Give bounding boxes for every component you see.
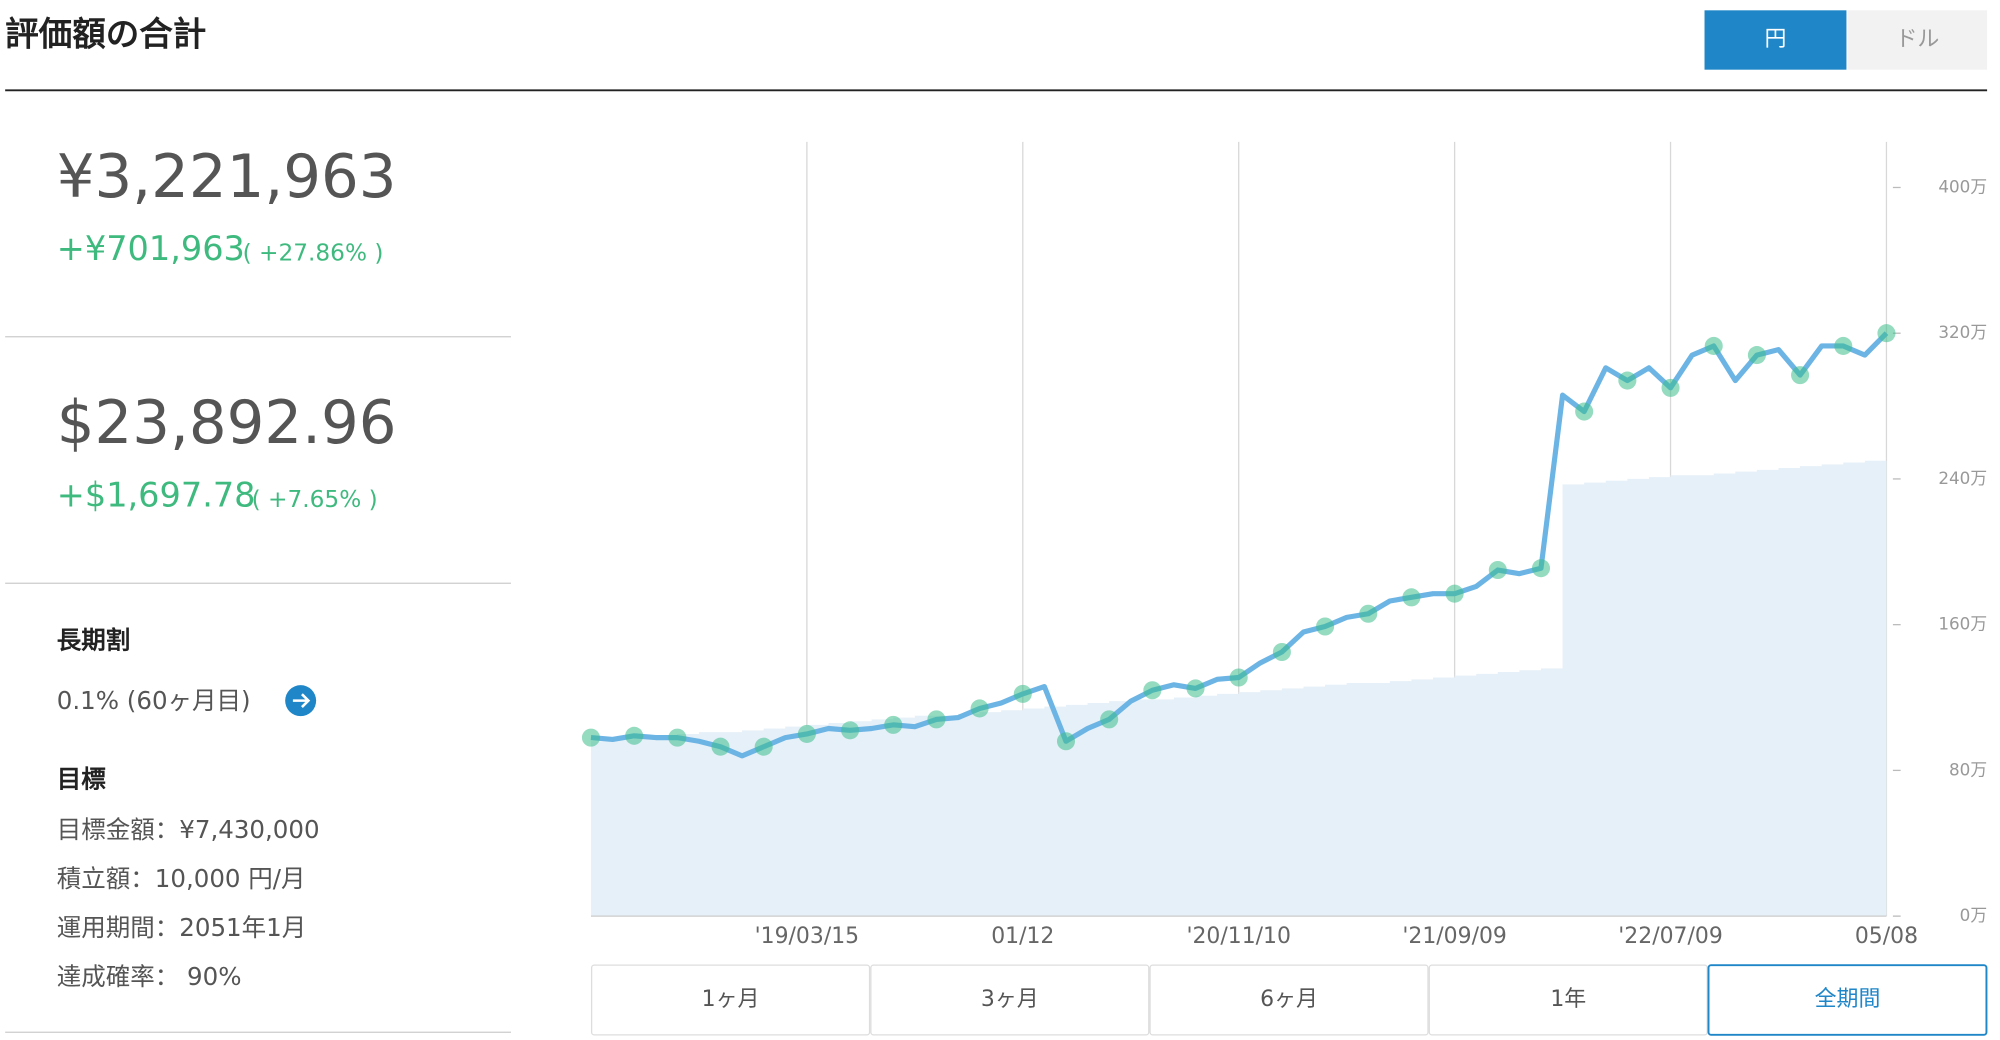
value-marker	[1229, 668, 1248, 687]
value-marker	[1661, 378, 1680, 397]
value-marker	[1791, 366, 1810, 385]
value-marker	[1704, 336, 1723, 355]
gain-usd: +$1,697.78	[57, 475, 256, 514]
goal-item: 目標金額：¥7,430,000	[57, 815, 320, 844]
gain-pct-usd: ( +7.65% )	[252, 486, 378, 513]
value-marker	[1013, 684, 1032, 703]
range-button[interactable]	[590, 964, 871, 1036]
value-marker	[1100, 710, 1119, 729]
range-button[interactable]	[870, 964, 1150, 1036]
chart: '19/03/15 01/12 '20/11/10 '21/09/09 '22/07/0…	[581, 141, 1987, 949]
goal-item: 積立額：10,000 円/月	[57, 864, 306, 893]
x-tick-label: '21/09/09	[1402, 924, 1506, 949]
value-marker	[1747, 346, 1766, 365]
y-tick-label: 400万	[1938, 176, 1987, 196]
value-marker	[841, 721, 860, 740]
principal-area	[590, 458, 1887, 917]
value-marker	[1402, 588, 1421, 607]
value-marker	[1575, 402, 1594, 421]
y-tick-label: 320万	[1938, 322, 1987, 342]
page-title: 評価額の合計	[5, 15, 206, 54]
value-marker	[970, 699, 989, 718]
y-tick-label: 160万	[1938, 614, 1987, 634]
value-marker	[1445, 584, 1464, 603]
y-tick-label: 0万	[1960, 905, 1987, 925]
value-marker	[625, 726, 644, 745]
gain-pct-jpy: ( +27.86% )	[243, 240, 384, 267]
range-button-label[interactable]: 3ヶ月	[981, 987, 1039, 1012]
value-marker	[1877, 324, 1896, 343]
value-marker	[668, 728, 687, 747]
long-term-text: 0.1% (60ヶ月目)	[57, 686, 251, 715]
value-marker	[927, 710, 946, 729]
goal-item: 達成確率： 90%	[57, 962, 242, 991]
range-button[interactable]	[1428, 964, 1708, 1036]
arrow-icon[interactable]	[292, 693, 311, 709]
range-button-label[interactable]: 全期間	[1815, 987, 1881, 1012]
goal-item: 運用期間：2051年1月	[57, 913, 306, 942]
value-marker	[711, 737, 730, 756]
value-marker	[1056, 732, 1076, 751]
range-button[interactable]	[1149, 964, 1429, 1036]
range-button[interactable]	[1707, 964, 1988, 1036]
value-marker	[1618, 371, 1637, 390]
yen-toggle-label[interactable]: 円	[1765, 27, 1787, 52]
value-marker	[1272, 642, 1291, 662]
goal-title: 目標	[57, 765, 106, 794]
gain-jpy: +¥701,963	[57, 229, 245, 268]
value-marker	[754, 737, 773, 756]
value-marker	[581, 728, 600, 747]
value-marker	[1186, 679, 1205, 698]
range-button-label[interactable]: 1ヶ月	[702, 987, 760, 1012]
value-marker	[1834, 336, 1853, 355]
total-jpy: ¥3,221,963	[57, 142, 397, 211]
y-tick-label: 80万	[1949, 759, 1987, 779]
range-button-label[interactable]: 6ヶ月	[1260, 987, 1318, 1012]
value-marker	[797, 724, 816, 743]
x-tick-label: 05/08	[1855, 924, 1918, 949]
range-button-label[interactable]: 1年	[1550, 987, 1586, 1012]
x-tick-label: '19/03/15	[755, 924, 859, 949]
long-term-title: 長期割	[57, 625, 131, 654]
usd-toggle-label[interactable]: ドル	[1895, 27, 1939, 52]
x-tick-label: 01/12	[991, 924, 1054, 949]
value-marker	[1143, 681, 1162, 700]
value-marker	[1488, 560, 1507, 580]
yen-toggle[interactable]	[1704, 10, 1847, 70]
total-usd: $23,892.96	[57, 388, 397, 457]
value-marker	[1359, 604, 1378, 623]
value-marker	[1531, 559, 1551, 578]
value-marker	[884, 715, 903, 734]
y-tick-label: 240万	[1938, 468, 1987, 488]
x-tick-label: '22/07/09	[1618, 924, 1722, 949]
x-tick-label: '20/11/10	[1186, 924, 1290, 949]
usd-toggle[interactable]	[1847, 10, 1988, 70]
range-controls: 1ヶ月 3ヶ月 6ヶ月 1年 全期間	[590, 964, 1988, 1036]
value-marker	[1316, 617, 1335, 636]
